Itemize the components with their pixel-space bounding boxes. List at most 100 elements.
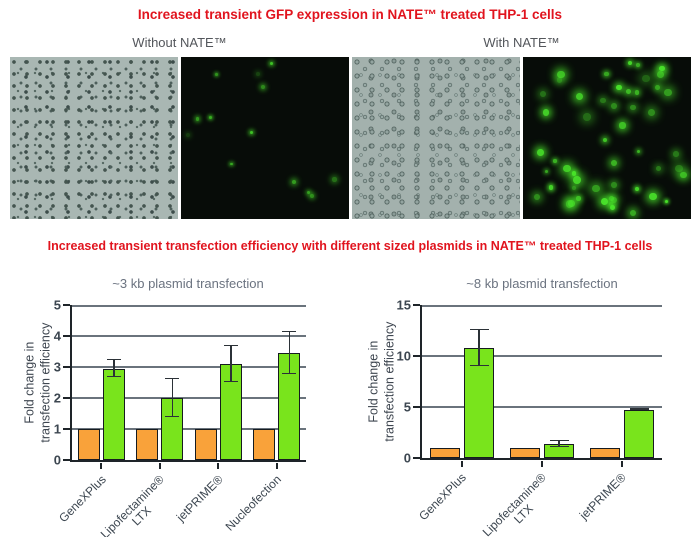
gridline [422,305,662,307]
chart-8kb-plasmid-transfection: ~8 kb plasmid transfection Fold change i… [352,268,692,537]
x-tick-label: Nucleofection [222,472,284,534]
gfp-cell-dot [309,194,314,199]
gfp-cell-dot [627,60,633,66]
error-bar [165,377,180,417]
without-nate-label: Without NATE™ [132,35,227,50]
gfp-cell-dot [571,186,576,191]
chart-title: ~3 kb plasmid transfection [112,276,264,291]
gfp-cell-dot [542,109,549,116]
gridline [72,305,306,307]
gfp-cell-dot [610,103,617,110]
x-tick-mark [158,462,161,469]
gfp-cell-dot [609,202,613,207]
y-axis-ticks: 0 1 2 3 4 5 [8,298,70,468]
section2-title: Increased transient transfection efficie… [47,239,653,253]
gfp-cell-dot [548,185,553,190]
plot-area [412,303,662,467]
gfp-cell-dot [576,196,581,201]
gfp-cell-dot [306,190,311,194]
bar-series-orange [136,429,159,460]
bar-series-orange [510,447,540,458]
bar-series-orange [253,429,276,460]
y-axis-ticks: 0 5 10 15 [352,298,420,466]
gfp-cell-dot [659,65,666,72]
y-tick-mark [62,458,70,462]
gfp-cell-dot [215,72,218,76]
gridline [72,428,306,430]
gfp-cell-dot [608,195,614,201]
x-tick-mark [275,462,278,469]
x-tick-label: Lipofectamine® LTX [97,472,167,537]
gfp-cell-dot [208,116,212,120]
gfp-cell-dot [656,70,664,78]
gfp-cell-dot [610,205,616,211]
y-tick-label: 15 [396,297,411,313]
gfp-cell-dot [229,162,233,166]
gridline [422,355,662,357]
gfp-cell-dot [636,149,641,154]
gfp-cell-dot [655,165,662,172]
y-tick-mark [62,427,70,431]
y-tick-label: 0 [53,452,61,468]
gfp-cell-dot [636,62,640,67]
gfp-cell-dot [592,184,600,193]
gfp-cell-dot [553,159,557,163]
gfp-cell-dot [544,170,548,174]
gfp-cell-dot [571,171,577,176]
y-tick-label: 3 [53,359,61,375]
gfp-cell-dot [261,84,266,89]
gfp-cell-dot [664,199,668,203]
gfp-cell-dot [583,112,591,121]
bar-series-orange [194,429,217,460]
bar-series-green [102,368,125,460]
with-nate-label: With NATE™ [483,35,560,50]
y-tick-mark [62,365,70,369]
y-tick-mark [412,354,420,358]
error-bar [549,439,569,447]
y-tick-mark [62,334,70,338]
brightfield-image-without-nate [10,57,178,219]
gfp-cell-dot [654,85,660,91]
chart-title: ~8 kb plasmid transfection [466,276,618,291]
error-bar [223,344,238,382]
bar-series-orange [77,429,100,460]
gfp-cell-dot [533,193,541,201]
x-axis-labels: GeneXPlus Lipofectamine® LTX jetPRIME® [352,466,692,537]
y-tick-label: 5 [53,297,61,313]
error-bar [282,330,297,375]
gridline [72,335,306,337]
y-tick-label: 10 [396,348,411,364]
gfp-cell-dot [537,149,544,156]
plot-area [62,303,306,469]
y-tick-label: 5 [403,399,411,415]
gfp-cell-dot [332,177,337,182]
gfp-cell-dot [573,175,582,184]
gfp-fluorescence-image-without-nate [181,57,349,219]
gridline [72,366,306,368]
gfp-cell-dot [630,209,637,217]
gfp-cell-dot [641,74,650,83]
gfp-cell-dot [649,192,657,200]
y-tick-label: 1 [53,421,61,437]
gfp-cell-dot [610,160,617,167]
bar-series-orange [430,447,460,458]
y-tick-mark [412,303,420,307]
y-tick-mark [412,405,420,409]
gfp-cell-dot [539,91,546,98]
gfp-cell-dot [256,71,261,76]
gfp-cell-dot [673,151,679,157]
x-tick-mark [540,460,544,467]
x-tick-label: GeneXPlus [55,472,109,526]
gfp-cell-dot [611,182,617,188]
gfp-cell-dot [557,70,565,78]
gfp-cell-dot [630,104,636,111]
chart-3kb-plasmid-transfection: ~3 kb plasmid transfection Fold change i… [8,268,344,537]
error-bar [106,358,121,378]
gfp-cell-dot [269,62,274,66]
gfp-cell-dot [619,122,626,129]
gfp-cell-dot [647,109,655,117]
section1-title: Increased transient GFP expression in NA… [137,7,563,22]
gfp-cell-dot [675,164,683,173]
gfp-cell-dot [634,90,639,95]
